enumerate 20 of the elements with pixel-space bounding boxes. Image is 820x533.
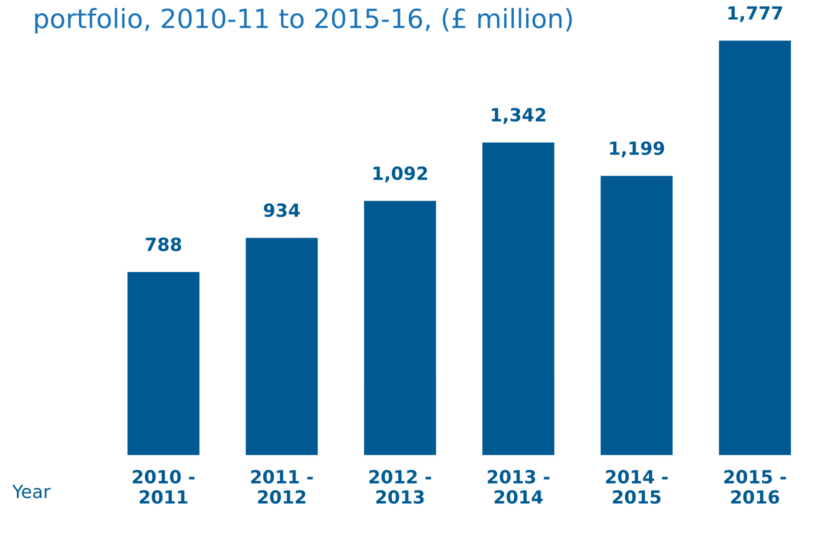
x-tick-label: 2012 - 2013 bbox=[369, 470, 432, 504]
bar bbox=[599, 174, 674, 456]
bar bbox=[718, 40, 792, 456]
data-label: 934 bbox=[264, 203, 300, 218]
x-tick-label: 2011 - 2012 bbox=[251, 470, 313, 504]
x-axis-title: Year bbox=[12, 484, 51, 498]
data-label: 1,092 bbox=[374, 166, 428, 182]
data-label: 1,199 bbox=[610, 141, 664, 158]
chart-title: portfolio, 2010-11 to 2015-16, (£ million) bbox=[35, 8, 572, 34]
bar bbox=[126, 270, 201, 456]
x-tick-label: 2014 - 2015 bbox=[606, 470, 668, 504]
x-tick-label: 2015 - 2016 bbox=[724, 470, 786, 504]
data-label: 1,342 bbox=[492, 108, 546, 124]
data-label: 788 bbox=[146, 238, 182, 252]
bar bbox=[480, 141, 556, 456]
data-label: 1,777 bbox=[728, 6, 782, 22]
bar bbox=[244, 236, 320, 456]
x-tick-label: 2010 - 2011 bbox=[132, 470, 194, 504]
x-tick-label: 2013 - 2014 bbox=[488, 470, 550, 504]
bar bbox=[362, 200, 438, 456]
